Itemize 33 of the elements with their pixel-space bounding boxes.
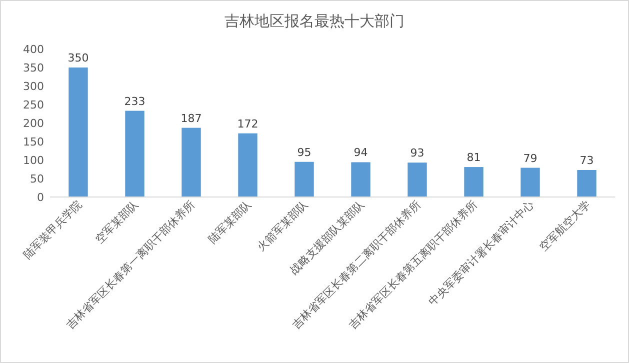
y-tick-label: 300 (23, 80, 44, 93)
data-label: 73 (580, 154, 594, 167)
bar (238, 133, 258, 197)
bar (294, 162, 314, 197)
y-tick-label: 400 (23, 43, 44, 56)
bar (464, 167, 484, 197)
bar (577, 170, 596, 197)
bar (351, 162, 370, 197)
bar (125, 110, 144, 197)
bar (68, 68, 88, 197)
x-tick-label: 陆军某部队 (206, 198, 254, 246)
y-tick-label: 250 (23, 98, 44, 112)
bar (182, 128, 201, 197)
data-label: 93 (410, 146, 424, 160)
bar (520, 168, 540, 197)
data-label: 172 (237, 117, 258, 130)
data-label: 81 (466, 151, 481, 164)
data-label: 187 (180, 112, 202, 125)
chart-title: 吉林地区报名最热十大部门 (224, 12, 404, 30)
data-label: 350 (68, 52, 89, 64)
y-tick-label: 50 (30, 172, 44, 186)
x-tick-label: 空军航空大学 (537, 198, 593, 254)
x-tick-label: 空军某部队 (92, 198, 141, 246)
y-tick-label: 200 (23, 117, 44, 130)
y-tick-label: 150 (23, 136, 44, 148)
y-tick-label: 0 (37, 191, 44, 204)
y-tick-label: 350 (23, 62, 44, 74)
data-label: 233 (124, 94, 146, 108)
bar (408, 162, 427, 197)
data-label: 79 (523, 152, 538, 165)
data-label: 95 (297, 146, 312, 159)
y-tick-label: 100 (23, 154, 44, 167)
data-label: 94 (354, 146, 368, 160)
